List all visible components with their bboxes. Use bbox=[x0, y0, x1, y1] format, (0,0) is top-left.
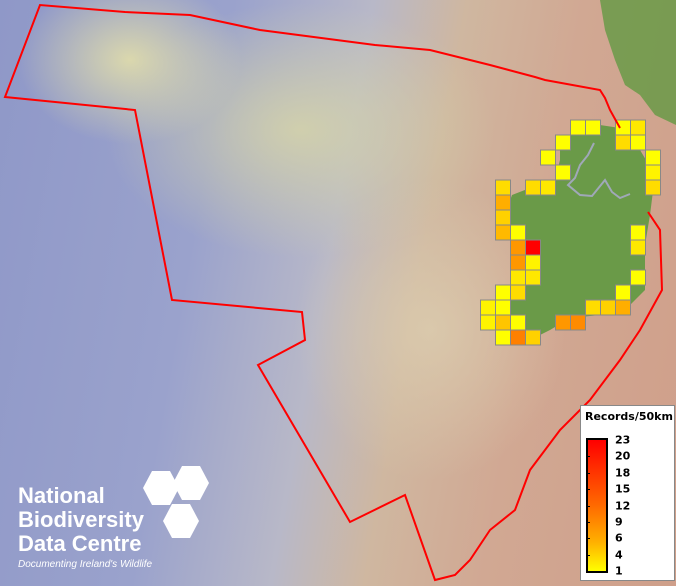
record-cell[interactable] bbox=[495, 284, 511, 301]
eez-boundary-line bbox=[3, 3, 664, 582]
legend-tick-label: 9 bbox=[615, 515, 623, 529]
record-cell[interactable] bbox=[495, 314, 511, 331]
record-cell[interactable] bbox=[630, 269, 646, 286]
scotland-land bbox=[600, 0, 676, 125]
logo-line-1: National bbox=[18, 483, 105, 508]
record-cell[interactable] bbox=[570, 119, 586, 136]
record-cell[interactable] bbox=[510, 269, 526, 286]
legend-tick-label: 12 bbox=[615, 499, 631, 512]
legend-tick-mark bbox=[586, 538, 590, 540]
legend-tick-mark bbox=[586, 505, 590, 507]
northern-ireland-border bbox=[566, 142, 631, 200]
record-cell[interactable] bbox=[525, 179, 541, 196]
record-cell[interactable] bbox=[495, 224, 511, 241]
record-cell[interactable] bbox=[645, 179, 661, 196]
record-cell[interactable] bbox=[510, 284, 526, 301]
record-cell[interactable] bbox=[510, 314, 526, 331]
legend-title: Records/50km bbox=[585, 410, 673, 423]
record-cell[interactable] bbox=[630, 239, 646, 256]
record-cell[interactable] bbox=[495, 209, 511, 226]
legend-tick-mark bbox=[586, 472, 590, 474]
record-cell[interactable] bbox=[510, 329, 526, 346]
record-cell[interactable] bbox=[525, 239, 541, 256]
legend-tick-label: 15 bbox=[615, 482, 631, 496]
legend-tick-mark bbox=[586, 489, 590, 491]
record-cell[interactable] bbox=[510, 254, 526, 271]
record-cell[interactable] bbox=[525, 269, 541, 286]
record-cell[interactable] bbox=[645, 164, 661, 181]
record-cell[interactable] bbox=[480, 299, 496, 316]
legend-tick-mark bbox=[586, 456, 590, 458]
legend-tick-label: 4 bbox=[615, 548, 623, 562]
record-cell[interactable] bbox=[630, 224, 646, 241]
record-cell[interactable] bbox=[555, 164, 571, 181]
record-cell[interactable] bbox=[495, 194, 511, 211]
record-cell[interactable] bbox=[615, 134, 631, 151]
record-cell[interactable] bbox=[525, 329, 541, 346]
record-cell[interactable] bbox=[480, 314, 496, 331]
record-cell[interactable] bbox=[615, 299, 631, 316]
record-cell[interactable] bbox=[585, 119, 601, 136]
logo-line-3: Data Centre bbox=[18, 531, 142, 556]
record-cell[interactable] bbox=[630, 119, 646, 136]
legend-tick-label: 20 bbox=[615, 449, 631, 463]
record-cell[interactable] bbox=[645, 149, 661, 166]
record-cell[interactable] bbox=[630, 134, 646, 151]
record-cell[interactable] bbox=[495, 329, 511, 346]
record-cell[interactable] bbox=[570, 314, 586, 331]
logo-line-2: Biodiversity bbox=[18, 507, 144, 532]
record-cell[interactable] bbox=[585, 299, 601, 316]
legend-tick-label: 6 bbox=[615, 531, 623, 545]
record-cell[interactable] bbox=[510, 239, 526, 256]
record-cell[interactable] bbox=[615, 284, 631, 301]
record-cell[interactable] bbox=[555, 134, 571, 151]
record-grid bbox=[480, 119, 661, 346]
legend-tick-mark bbox=[586, 554, 590, 556]
record-cell[interactable] bbox=[510, 224, 526, 241]
record-cell[interactable] bbox=[555, 314, 571, 331]
logo-tagline: Documenting Ireland's Wildlife bbox=[18, 559, 153, 570]
record-cell[interactable] bbox=[495, 299, 511, 316]
map-legend: Records/50km 23 20 18 15 12 9 6 4 1 bbox=[580, 405, 675, 581]
legend-tick-mark bbox=[586, 521, 590, 523]
record-cell[interactable] bbox=[600, 299, 616, 316]
record-cell[interactable] bbox=[540, 179, 556, 196]
legend-tick-label: 18 bbox=[615, 466, 631, 480]
legend-tick-label: 1 bbox=[615, 564, 623, 578]
legend-tick-label: 23 bbox=[615, 433, 631, 447]
record-cell[interactable] bbox=[540, 149, 556, 166]
record-cell[interactable] bbox=[525, 254, 541, 271]
record-cell[interactable] bbox=[495, 179, 511, 196]
logo-hexagons-icon bbox=[143, 466, 209, 538]
